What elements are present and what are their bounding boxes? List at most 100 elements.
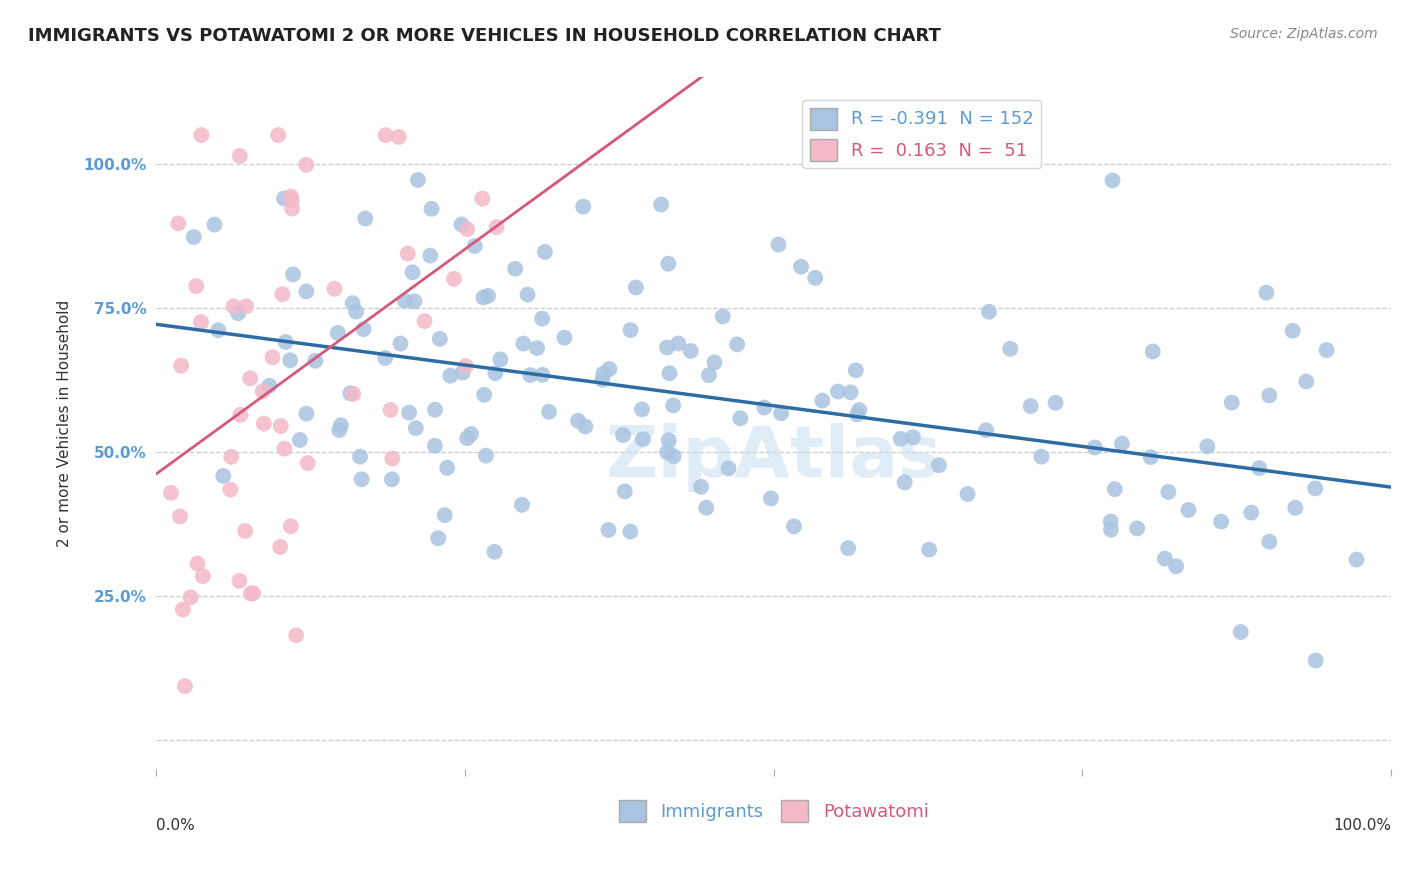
Point — [662, 450, 685, 464]
Point — [624, 280, 647, 294]
Point — [598, 523, 620, 537]
Point — [252, 384, 274, 399]
Point — [695, 500, 717, 515]
Point — [489, 352, 512, 367]
Point — [837, 541, 859, 556]
Point — [423, 439, 446, 453]
Point — [273, 191, 295, 205]
Point — [381, 472, 404, 486]
Point — [297, 456, 319, 470]
Point — [1303, 481, 1326, 495]
Point — [477, 289, 499, 303]
Point — [436, 460, 458, 475]
Point — [344, 304, 367, 318]
Point — [510, 498, 533, 512]
Point — [374, 351, 396, 365]
Point — [239, 371, 262, 385]
Point — [323, 282, 346, 296]
Point — [662, 399, 685, 413]
Point — [650, 197, 672, 211]
Point — [450, 218, 472, 232]
Point — [631, 432, 654, 446]
Point — [974, 423, 997, 437]
Point — [1284, 500, 1306, 515]
Point — [1139, 450, 1161, 464]
Point — [405, 421, 427, 435]
Point — [475, 449, 498, 463]
Text: 0.0%: 0.0% — [156, 818, 195, 833]
Point — [381, 451, 404, 466]
Point — [396, 246, 419, 260]
Point — [1281, 324, 1303, 338]
Point — [285, 628, 308, 642]
Point — [228, 574, 250, 588]
Point — [350, 472, 373, 486]
Point — [1084, 441, 1107, 455]
Point — [281, 268, 304, 282]
Point — [697, 368, 720, 383]
Point — [429, 332, 451, 346]
Point — [512, 336, 534, 351]
Point — [380, 403, 402, 417]
Point — [219, 483, 242, 497]
Point — [591, 373, 613, 387]
Point — [804, 271, 827, 285]
Point — [413, 314, 436, 328]
Point — [419, 249, 441, 263]
Point — [190, 315, 212, 329]
Point — [1315, 343, 1337, 357]
Point — [503, 261, 526, 276]
Point — [631, 402, 654, 417]
Point — [342, 296, 364, 310]
Point — [1211, 515, 1233, 529]
Point — [472, 388, 495, 402]
Point — [1346, 552, 1368, 566]
Point — [186, 279, 208, 293]
Point — [339, 386, 361, 401]
Point — [703, 355, 725, 369]
Point — [531, 368, 554, 382]
Point — [229, 149, 252, 163]
Point — [956, 487, 979, 501]
Point — [534, 244, 557, 259]
Point — [1197, 439, 1219, 453]
Point — [172, 602, 194, 616]
Point — [427, 531, 450, 545]
Point — [398, 406, 420, 420]
Point — [464, 239, 486, 253]
Point — [485, 220, 508, 235]
Point — [1099, 515, 1122, 529]
Point — [169, 509, 191, 524]
Point — [783, 519, 806, 533]
Point — [1031, 450, 1053, 464]
Point — [1000, 342, 1022, 356]
Point — [191, 569, 214, 583]
Point — [273, 442, 295, 456]
Point — [770, 406, 793, 420]
Point — [574, 419, 596, 434]
Point — [848, 403, 870, 417]
Point — [1220, 395, 1243, 409]
Point — [267, 128, 290, 142]
Point — [1229, 625, 1251, 640]
Point — [839, 385, 862, 400]
Point — [281, 193, 304, 207]
Point — [253, 417, 276, 431]
Point — [1126, 521, 1149, 535]
Point — [572, 200, 595, 214]
Point — [655, 341, 678, 355]
Point — [612, 428, 634, 442]
Point — [456, 222, 478, 236]
Point — [295, 158, 318, 172]
Point — [269, 540, 291, 554]
Point — [1249, 461, 1271, 475]
Point — [454, 359, 477, 373]
Point — [271, 287, 294, 301]
Point — [278, 353, 301, 368]
Point — [349, 450, 371, 464]
Point — [1111, 436, 1133, 450]
Point — [592, 367, 614, 381]
Point — [295, 285, 318, 299]
Point — [725, 337, 748, 351]
Text: Source: ZipAtlas.com: Source: ZipAtlas.com — [1230, 27, 1378, 41]
